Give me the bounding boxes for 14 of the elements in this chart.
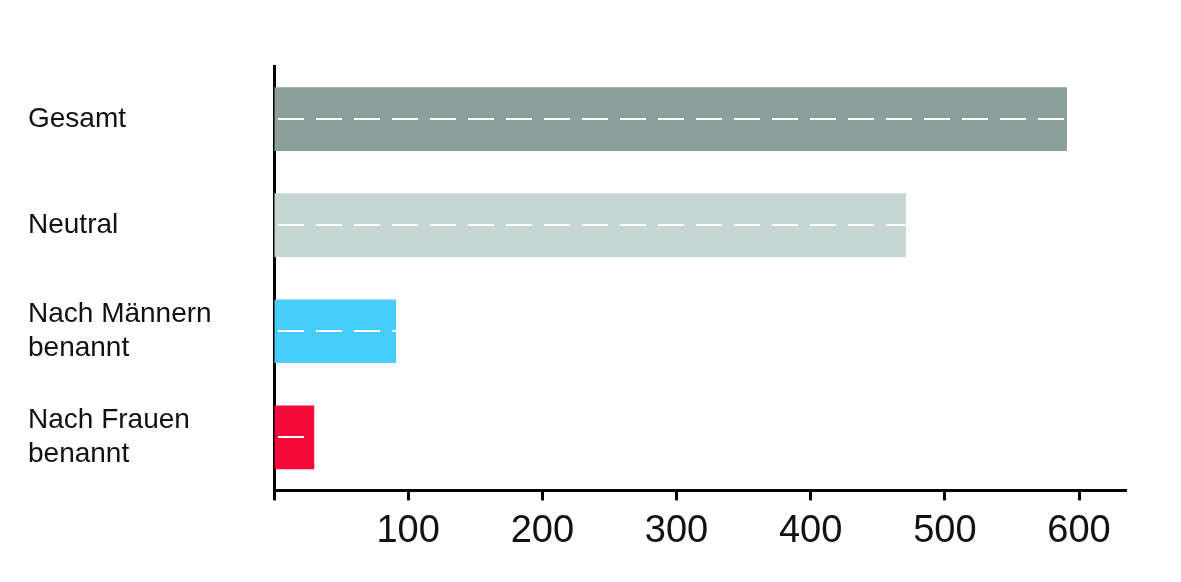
bar [274,299,397,364]
x-tick-label: 300 [644,507,709,550]
x-tick-label: 500 [913,507,977,550]
bar [274,193,906,257]
y-tick-label: Neutral [28,207,119,239]
bar [274,405,315,470]
x-tick-label: 400 [778,507,843,550]
x-tick-label: 100 [376,507,440,550]
bar [274,87,1067,151]
x-tick-label: 200 [510,507,575,550]
y-tick-label: Nach Männern benannt [28,297,212,362]
y-tick-label: Gesamt [28,101,127,133]
x-tick-label: 600 [1047,507,1111,550]
y-tick-label: Nach Frauen benannt [28,403,190,468]
